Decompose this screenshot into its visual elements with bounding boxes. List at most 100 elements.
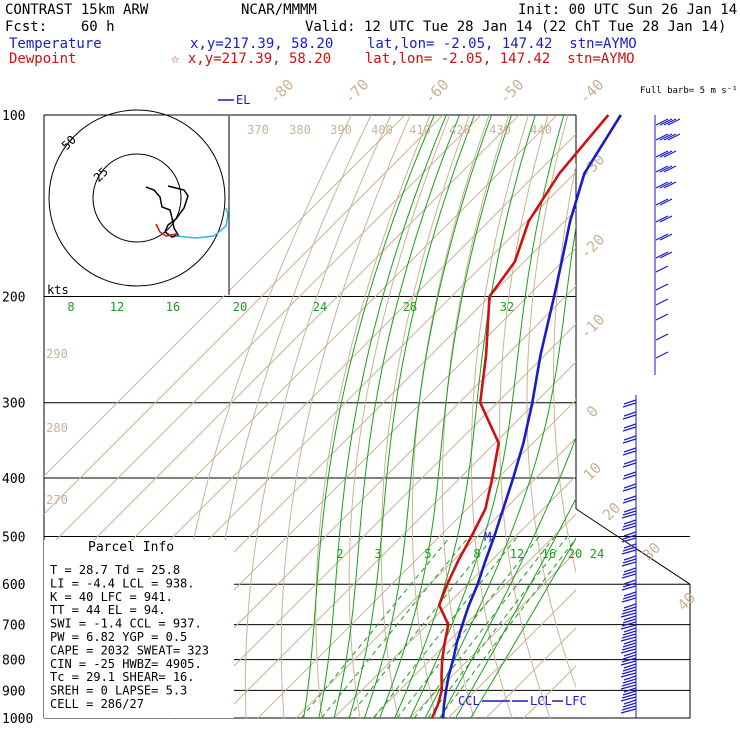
- wind-barb: [620, 708, 637, 714]
- isotherm: [44, 115, 482, 553]
- dry-adiabat: [629, 115, 740, 731]
- model-name: CONTRAST 15km ARW: [5, 2, 149, 18]
- parcel-info-row: CAPE = 2032 SWEAT= 323: [50, 643, 209, 657]
- wind-barb: [663, 118, 677, 126]
- dewpoint-profile: [430, 114, 610, 719]
- dewpoint-station-info: ☆ x,y=217.39, 58.20 lat,lon= -2.05, 147.…: [171, 51, 635, 67]
- dry-adiabat: [676, 115, 740, 731]
- isotherm: [219, 361, 576, 719]
- theta-e-label: 8: [67, 300, 74, 314]
- wind-barb: [659, 133, 673, 141]
- wind-barb: [623, 687, 637, 693]
- dry-adiabat: [579, 115, 670, 731]
- wind-barb: [623, 531, 637, 537]
- dry-adiabat: [380, 115, 470, 719]
- isotherm-label: 20: [599, 499, 625, 525]
- wind-barb: [620, 696, 637, 702]
- wind-barb: [622, 630, 637, 636]
- pressure-tick-label: 1000: [2, 712, 33, 727]
- wind-barb: [623, 699, 637, 705]
- wind-barb: [663, 165, 677, 173]
- wind-barb: [667, 118, 681, 126]
- wind-barb: [623, 471, 637, 477]
- mixing-ratio-line: [301, 536, 451, 719]
- pressure-tick-label: 900: [2, 684, 25, 699]
- isotherm-label: -40: [576, 76, 608, 108]
- wind-barb: [623, 447, 637, 453]
- pressure-tick-label: 500: [2, 530, 25, 545]
- wind-barb: [622, 618, 637, 624]
- m-label: M: [484, 530, 491, 544]
- isotherm: [181, 323, 576, 719]
- wind-barb: [663, 181, 677, 189]
- wind-barb: [622, 582, 637, 588]
- wind-barb: [622, 666, 637, 672]
- theta-label: 440: [530, 123, 552, 137]
- wind-barb: [623, 423, 637, 429]
- isotherm-label: -60: [421, 76, 453, 108]
- wind-barb: [620, 612, 637, 618]
- theta-e-label: 16: [166, 300, 180, 314]
- isotherm: [44, 115, 406, 477]
- dry-adiabat: [604, 115, 709, 731]
- dry-adiabat: [698, 115, 740, 731]
- wind-barb: [659, 251, 673, 259]
- moist-adiabat: [318, 115, 447, 719]
- hodograph-trace-low: [155, 223, 177, 237]
- wind-barb: [655, 265, 669, 273]
- wind-barb: [621, 681, 637, 687]
- pressure-tick-label: 400: [2, 472, 25, 487]
- theta-label: 380: [289, 123, 311, 137]
- mixing-ratio-label: 16: [542, 547, 556, 561]
- wind-barb: [621, 705, 637, 711]
- mixing-ratio-label: 12: [510, 547, 524, 561]
- wind-barb: [621, 693, 637, 699]
- pressure-tick-label: 200: [2, 291, 25, 306]
- wind-barb: [621, 609, 637, 615]
- mixing-ratio-line: [413, 536, 556, 719]
- wind-barb: [623, 651, 637, 657]
- theta-e-label: 24: [313, 300, 327, 314]
- isotherm-label: -10: [577, 311, 609, 343]
- wind-barb: [659, 165, 673, 173]
- isotherm-label: 30: [639, 539, 665, 565]
- moist-adiabat: [303, 115, 435, 719]
- hodograph-trace-upper: [175, 207, 229, 239]
- parcel-info-row: CIN = -25 HWBZ= 4905.: [50, 657, 202, 671]
- moist-adiabat: [348, 115, 475, 719]
- el-label: EL: [236, 93, 250, 107]
- isotherm-label: 10: [580, 459, 606, 485]
- dry-adiabat: [348, 115, 451, 719]
- lcl-label: LCL: [530, 694, 552, 708]
- wind-barb: [621, 597, 637, 603]
- wind-barb: [659, 198, 673, 206]
- wind-barb: [655, 181, 669, 189]
- dry-adiabat: [280, 115, 411, 719]
- wind-barb: [663, 133, 677, 141]
- isotherm: [44, 115, 444, 515]
- parcel-info-row: PW = 6.82 YGP = 0.5: [50, 630, 187, 644]
- wind-barb: [655, 313, 669, 321]
- wind-barb: [659, 233, 673, 241]
- wind-barb: [655, 351, 669, 359]
- theta-e-label: 12: [110, 300, 124, 314]
- moist-adiabat: [439, 435, 576, 719]
- barb-legend: Full barb= 5 m s⁻¹: [640, 86, 738, 96]
- wind-barb: [655, 298, 669, 306]
- wind-barb: [620, 636, 637, 642]
- wind-barb: [620, 660, 637, 666]
- isotherm: [44, 115, 520, 591]
- wind-barb: [621, 513, 637, 519]
- wind-barb: [655, 133, 669, 141]
- theta-label: 280: [46, 421, 68, 435]
- theta-e-label: 32: [500, 300, 514, 314]
- wind-barb: [621, 645, 637, 651]
- center-name: NCAR/MMMM: [241, 2, 317, 18]
- theta-e-label: 20: [233, 300, 247, 314]
- isotherm-label: -80: [266, 76, 298, 108]
- mixing-ratio-line: [321, 536, 470, 719]
- wind-barb: [622, 522, 637, 528]
- dry-adiabat: [553, 162, 576, 575]
- wind-barb: [622, 498, 637, 504]
- theta-label: 430: [489, 123, 511, 137]
